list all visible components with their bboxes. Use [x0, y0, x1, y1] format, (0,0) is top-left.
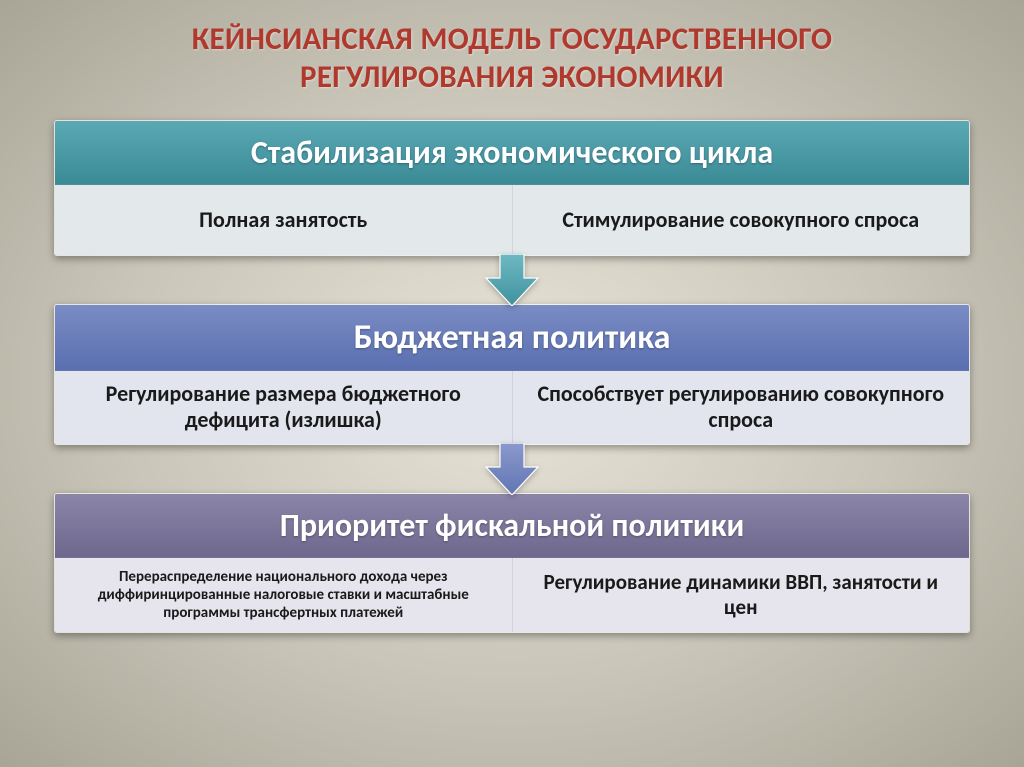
arrow-1-wrap: [54, 254, 970, 306]
arrow-2-wrap: [54, 443, 970, 495]
block-fiscal: Приоритет фискальной политики Перераспре…: [54, 493, 970, 633]
title-line-1: КЕЙНСИАНСКАЯ МОДЕЛЬ ГОСУДАРСТВЕННОГО: [54, 20, 970, 58]
arrow-down-icon: [482, 254, 542, 306]
block-header-1: Стабилизация экономического цикла: [55, 121, 969, 185]
arrow-down-icon: [482, 443, 542, 495]
block-sub-1: Полная занятость Стимулирование совокупн…: [55, 185, 969, 255]
cell-3-left: Перераспределение национального дохода ч…: [55, 558, 512, 632]
slide: КЕЙНСИАНСКАЯ МОДЕЛЬ ГОСУДАРСТВЕННОГО РЕГ…: [0, 0, 1024, 633]
block-budget: Бюджетная политика Регулирование размера…: [54, 304, 970, 445]
block-header-2: Бюджетная политика: [55, 305, 969, 371]
title-line-2: РЕГУЛИРОВАНИЯ ЭКОНОМИКИ: [54, 58, 970, 96]
cell-2-right: Способствует регулированию совокупного с…: [512, 371, 970, 444]
block-sub-2: Регулирование размера бюджетного дефицит…: [55, 371, 969, 444]
slide-title: КЕЙНСИАНСКАЯ МОДЕЛЬ ГОСУДАРСТВЕННОГО РЕГ…: [54, 20, 970, 96]
cell-2-left: Регулирование размера бюджетного дефицит…: [55, 371, 512, 444]
cell-1-left: Полная занятость: [55, 185, 512, 255]
cell-1-right: Стимулирование совокупного спроса: [512, 185, 970, 255]
cell-3-right: Регулирование динамики ВВП, занятости и …: [512, 558, 970, 632]
block-header-3: Приоритет фискальной политики: [55, 494, 969, 558]
block-stabilization: Стабилизация экономического цикла Полная…: [54, 120, 970, 256]
block-sub-3: Перераспределение национального дохода ч…: [55, 558, 969, 632]
